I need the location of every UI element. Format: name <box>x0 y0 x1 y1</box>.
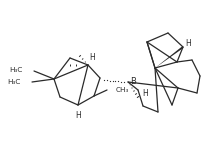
Text: H₃C: H₃C <box>10 67 23 73</box>
Text: H: H <box>185 38 191 47</box>
Text: H₃C: H₃C <box>8 79 21 85</box>
Text: H: H <box>89 52 95 62</box>
Text: H: H <box>75 112 81 121</box>
Polygon shape <box>155 46 184 68</box>
Text: H: H <box>142 88 148 97</box>
Text: B: B <box>130 78 136 86</box>
Text: CH₃: CH₃ <box>116 87 129 93</box>
